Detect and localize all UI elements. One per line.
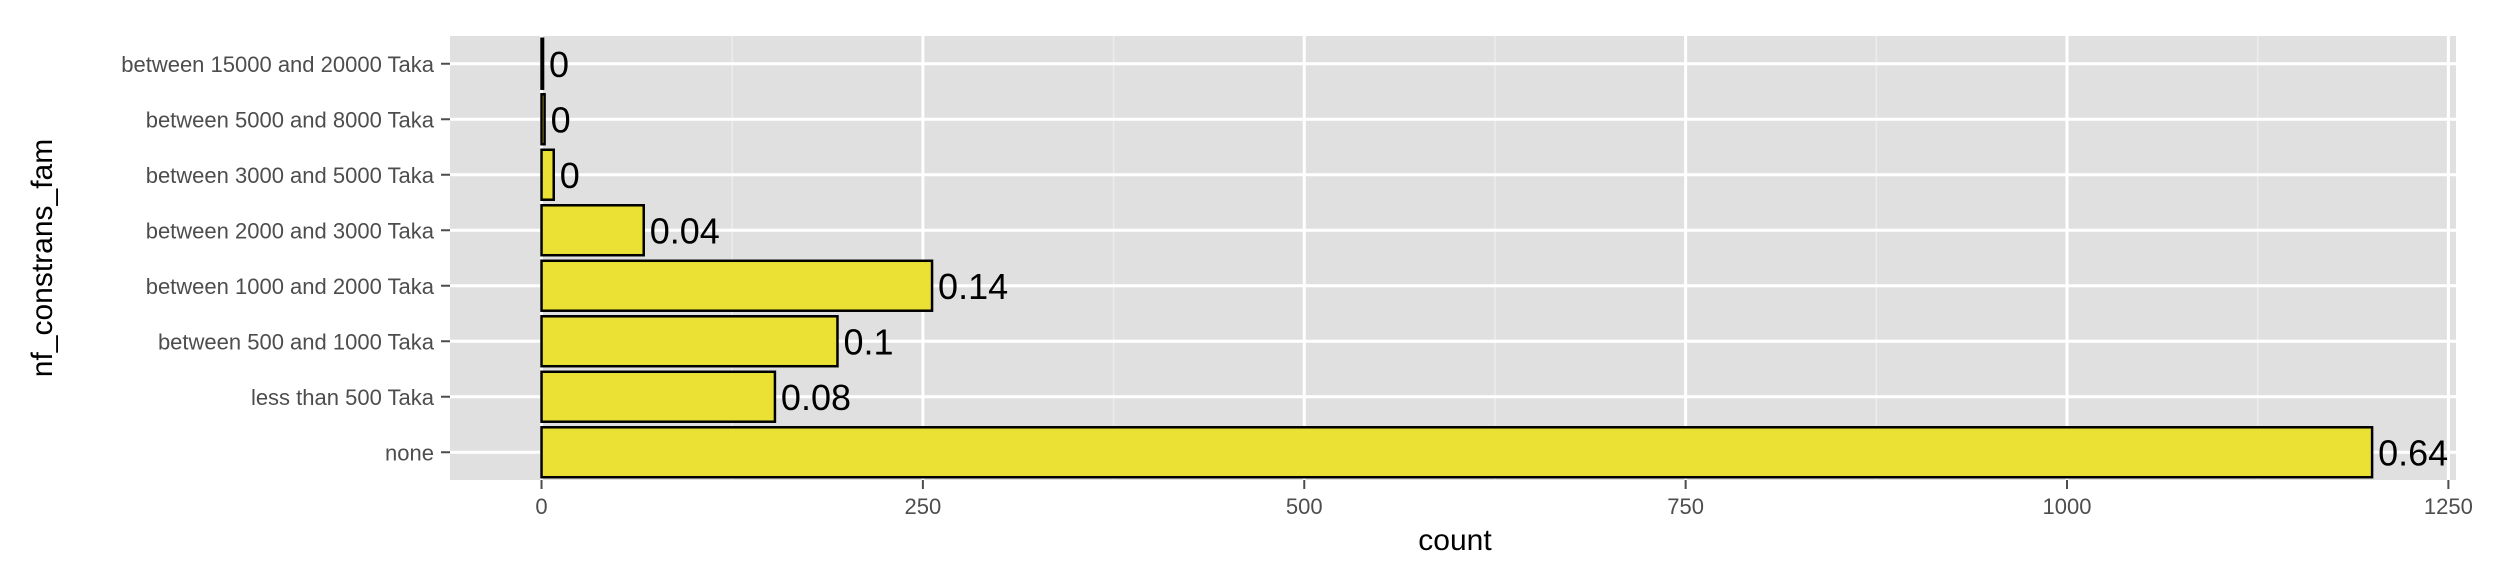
bar [540, 370, 777, 423]
bar-value-label: 0.64 [2378, 432, 2448, 473]
x-axis-title: count [1418, 524, 1492, 557]
bar [540, 259, 934, 312]
y-axis-title: nf_constrans_fam [26, 139, 59, 377]
grid-lines [450, 36, 2456, 480]
bar-value-label: 0.1 [843, 321, 893, 362]
y-tick-label: between 5000 and 8000 Taka [146, 107, 435, 132]
bar-value-label: 0.08 [781, 377, 851, 418]
bar [540, 426, 2374, 479]
bar-value-label: 0 [560, 155, 580, 196]
plot-panel [450, 36, 2456, 480]
data-labels-group: 0.64 0.08 0.1 0.14 0.04 0 0 0 [549, 44, 2448, 474]
bar [540, 37, 545, 90]
y-tick-label: between 500 and 1000 Taka [158, 329, 435, 354]
y-tick-label: between 3000 and 5000 Taka [146, 163, 435, 188]
y-tick-label: between 1000 and 2000 Taka [146, 274, 435, 299]
bar-value-label: 0.04 [650, 210, 720, 251]
x-axis: 0 250 500 750 1000 1250 [535, 480, 2473, 519]
bars-group [540, 37, 2374, 479]
bar [540, 315, 839, 368]
x-tick-label: 0 [535, 494, 547, 519]
x-tick-label: 500 [1286, 494, 1323, 519]
y-tick-label: none [385, 440, 434, 465]
y-tick-label: between 2000 and 3000 Taka [146, 218, 435, 243]
bar [540, 148, 555, 201]
bar-value-label: 0 [549, 44, 569, 85]
y-tick-label: between 15000 and 20000 Taka [121, 52, 435, 77]
x-tick-label: 1000 [2043, 494, 2092, 519]
x-tick-label: 250 [905, 494, 942, 519]
bar-value-label: 0 [551, 99, 571, 140]
y-axis: none less than 500 Taka between 500 and 10… [121, 52, 450, 465]
bar [540, 93, 546, 146]
bar-value-label: 0.14 [938, 266, 1008, 307]
bar [540, 204, 645, 257]
y-tick-label: less than 500 Taka [251, 385, 435, 410]
x-tick-label: 750 [1667, 494, 1704, 519]
x-tick-label: 1250 [2424, 494, 2473, 519]
